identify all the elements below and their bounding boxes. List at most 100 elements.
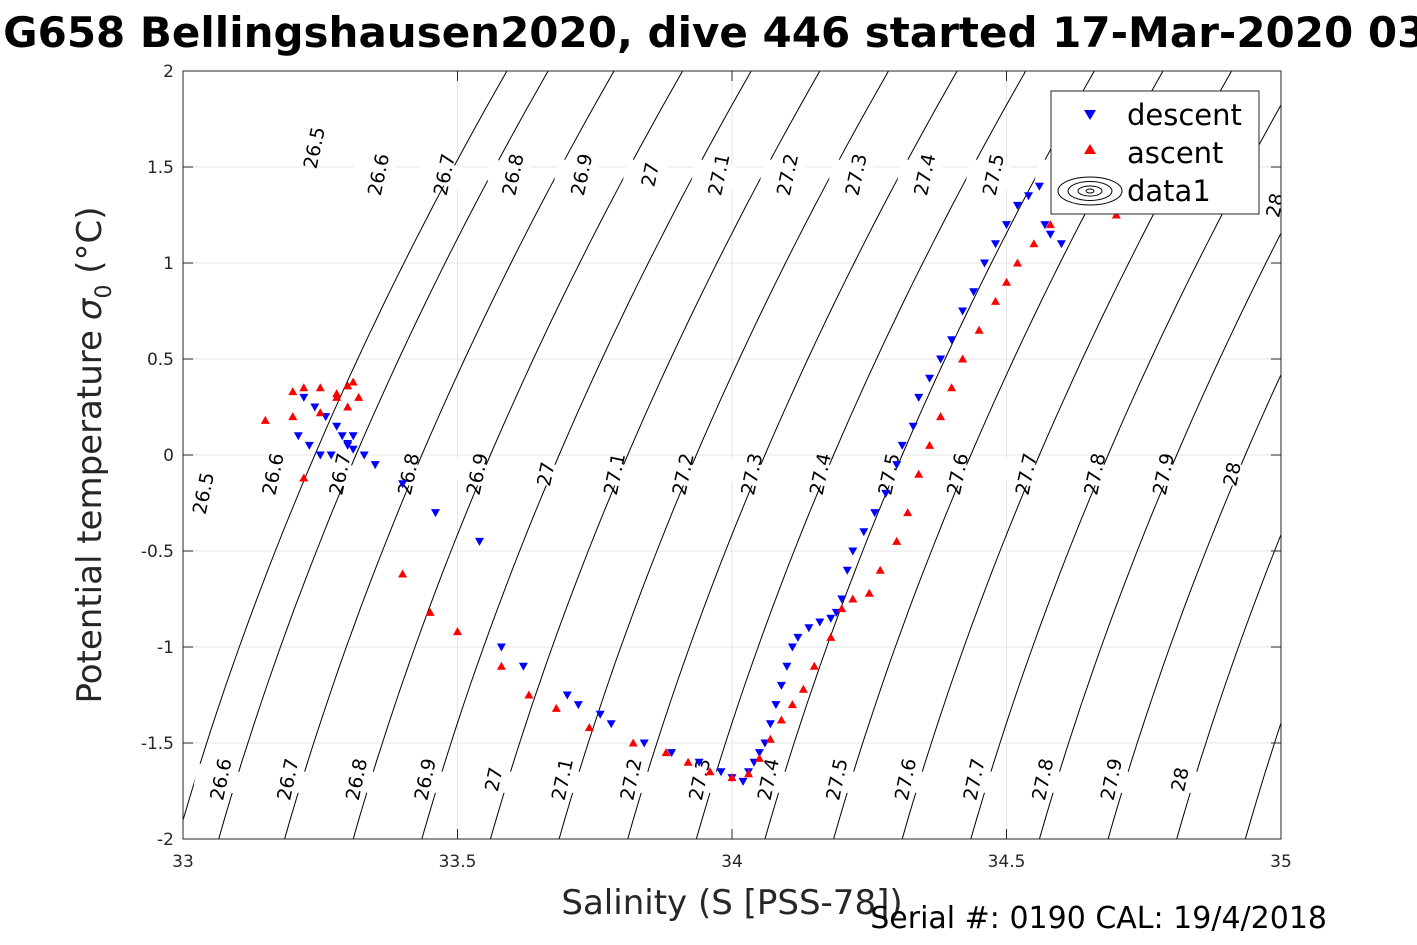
descent-point <box>754 749 764 758</box>
ascent-point <box>837 604 847 613</box>
ascent-point <box>343 381 353 390</box>
isopycnal-label: 27 <box>533 460 560 488</box>
ascent-point <box>260 415 270 424</box>
ascent-point <box>974 325 984 334</box>
ascent-point <box>925 440 935 449</box>
descent-point <box>892 461 902 470</box>
y-tick-label: -0.5 <box>141 542 174 562</box>
isopycnal-label: 28 <box>1167 765 1194 793</box>
x-tick-label: 34.5 <box>988 852 1026 872</box>
isopycnal-label-bg <box>183 477 232 510</box>
isopycnal-label-bg <box>760 158 816 191</box>
descent-point <box>925 374 935 383</box>
legend-ascent-marker <box>1084 144 1096 154</box>
ascent-point <box>288 412 298 421</box>
descent-point <box>936 355 946 364</box>
descent-point <box>496 643 506 652</box>
isopycnal-label-bg <box>828 158 885 191</box>
ascent-point <box>958 354 968 363</box>
ascent-point <box>299 383 309 392</box>
y-axis-label-subscript: 0 <box>92 285 117 299</box>
descent-point <box>793 633 803 642</box>
isopycnal-label-bg <box>897 158 953 191</box>
ascent-point <box>398 569 408 578</box>
descent-point <box>694 758 704 767</box>
ascent-point <box>354 392 364 401</box>
isopycnal-line <box>1176 533 1281 839</box>
legend-descent-marker <box>1084 110 1096 120</box>
y-tick-label: 1.5 <box>147 158 174 178</box>
isopycnal-label-bg <box>999 458 1055 491</box>
isopycnal-label-bg <box>193 763 250 796</box>
descent-point <box>859 528 869 537</box>
chart-title: SG658 Bellingshausen2020, dive 446 start… <box>0 8 1417 57</box>
isopycnal-label-bg <box>1204 458 1261 491</box>
isopycnal-label-bg <box>809 763 866 796</box>
isopycnal-line <box>352 71 684 839</box>
ascent-point <box>776 715 786 724</box>
isopycnal-label-bg <box>1152 763 1209 796</box>
isopycnal-label-bg <box>672 763 728 796</box>
isopycnal-label-bg <box>691 158 748 191</box>
y-tick-label: -2 <box>157 830 174 850</box>
descent-point <box>475 537 484 546</box>
isopycnal-label-bg <box>878 763 934 796</box>
isopycnal-label-bg <box>1067 458 1124 491</box>
isopycnal-label: 28 <box>1219 460 1246 488</box>
ascent-point <box>991 296 1000 305</box>
isopycnal-label-bg <box>485 158 542 191</box>
isopycnal-label-bg <box>1084 763 1140 796</box>
isopycnal-label-bg <box>1247 189 1281 222</box>
legend-descent-label: descent <box>1127 98 1242 132</box>
isopycnal-label-bg <box>623 158 679 191</box>
ascent-point <box>765 734 775 743</box>
descent-point <box>837 595 847 604</box>
ascent-point <box>584 723 594 732</box>
isopycnal-label-bg <box>518 458 575 491</box>
ascent-point <box>453 627 462 636</box>
isopycnal-label-bg <box>966 158 1022 191</box>
legend: descent ascent data1 <box>1050 90 1260 215</box>
ascent-point <box>1013 258 1022 267</box>
descent-point <box>1034 182 1044 191</box>
isopycnal-line <box>284 71 615 839</box>
isopycnal-label-bg <box>417 158 473 191</box>
x-tick-label: 34 <box>721 852 743 872</box>
descent-point <box>991 240 1000 249</box>
y-axis-label: Potential temperature σ0 (°C) <box>70 206 117 703</box>
isopycnal-label-bg <box>603 763 660 796</box>
descent-point <box>332 422 342 431</box>
ascent-point <box>826 632 836 641</box>
ascent-point <box>875 565 885 574</box>
descent-point <box>431 509 440 518</box>
isopycnal-label-bg <box>351 158 407 191</box>
isopycnal-line <box>489 71 821 839</box>
descent-point <box>771 701 781 710</box>
descent-point <box>881 489 891 498</box>
descent-point <box>315 451 325 460</box>
isopycnal-line <box>627 71 958 839</box>
ascent-point <box>315 408 325 417</box>
isopycnal-label-bg <box>554 158 610 191</box>
y-tick-label: -1.5 <box>141 734 174 754</box>
isopycnal-line <box>183 71 508 822</box>
x-tick-label: 35 <box>1270 852 1292 872</box>
descent-point <box>848 547 858 556</box>
isopycnal-label: 28 <box>1262 191 1289 219</box>
legend-data1-label: data1 <box>1127 174 1211 208</box>
descent-point <box>826 614 836 623</box>
isopycnal-label-bg <box>741 763 797 796</box>
isopycnal-label-bg <box>724 458 781 491</box>
descent-point <box>562 691 572 700</box>
descent-point <box>310 403 320 412</box>
y-tick-label: 2 <box>163 62 174 82</box>
descent-point <box>969 288 979 297</box>
descent-point <box>738 777 748 786</box>
descent-point <box>1002 221 1011 230</box>
descent-point <box>573 701 583 710</box>
descent-point <box>518 662 528 671</box>
ascent-point <box>892 536 902 545</box>
x-axis-label: Salinity (S [PSS-78]) <box>561 883 902 923</box>
ascent-point <box>661 748 671 757</box>
